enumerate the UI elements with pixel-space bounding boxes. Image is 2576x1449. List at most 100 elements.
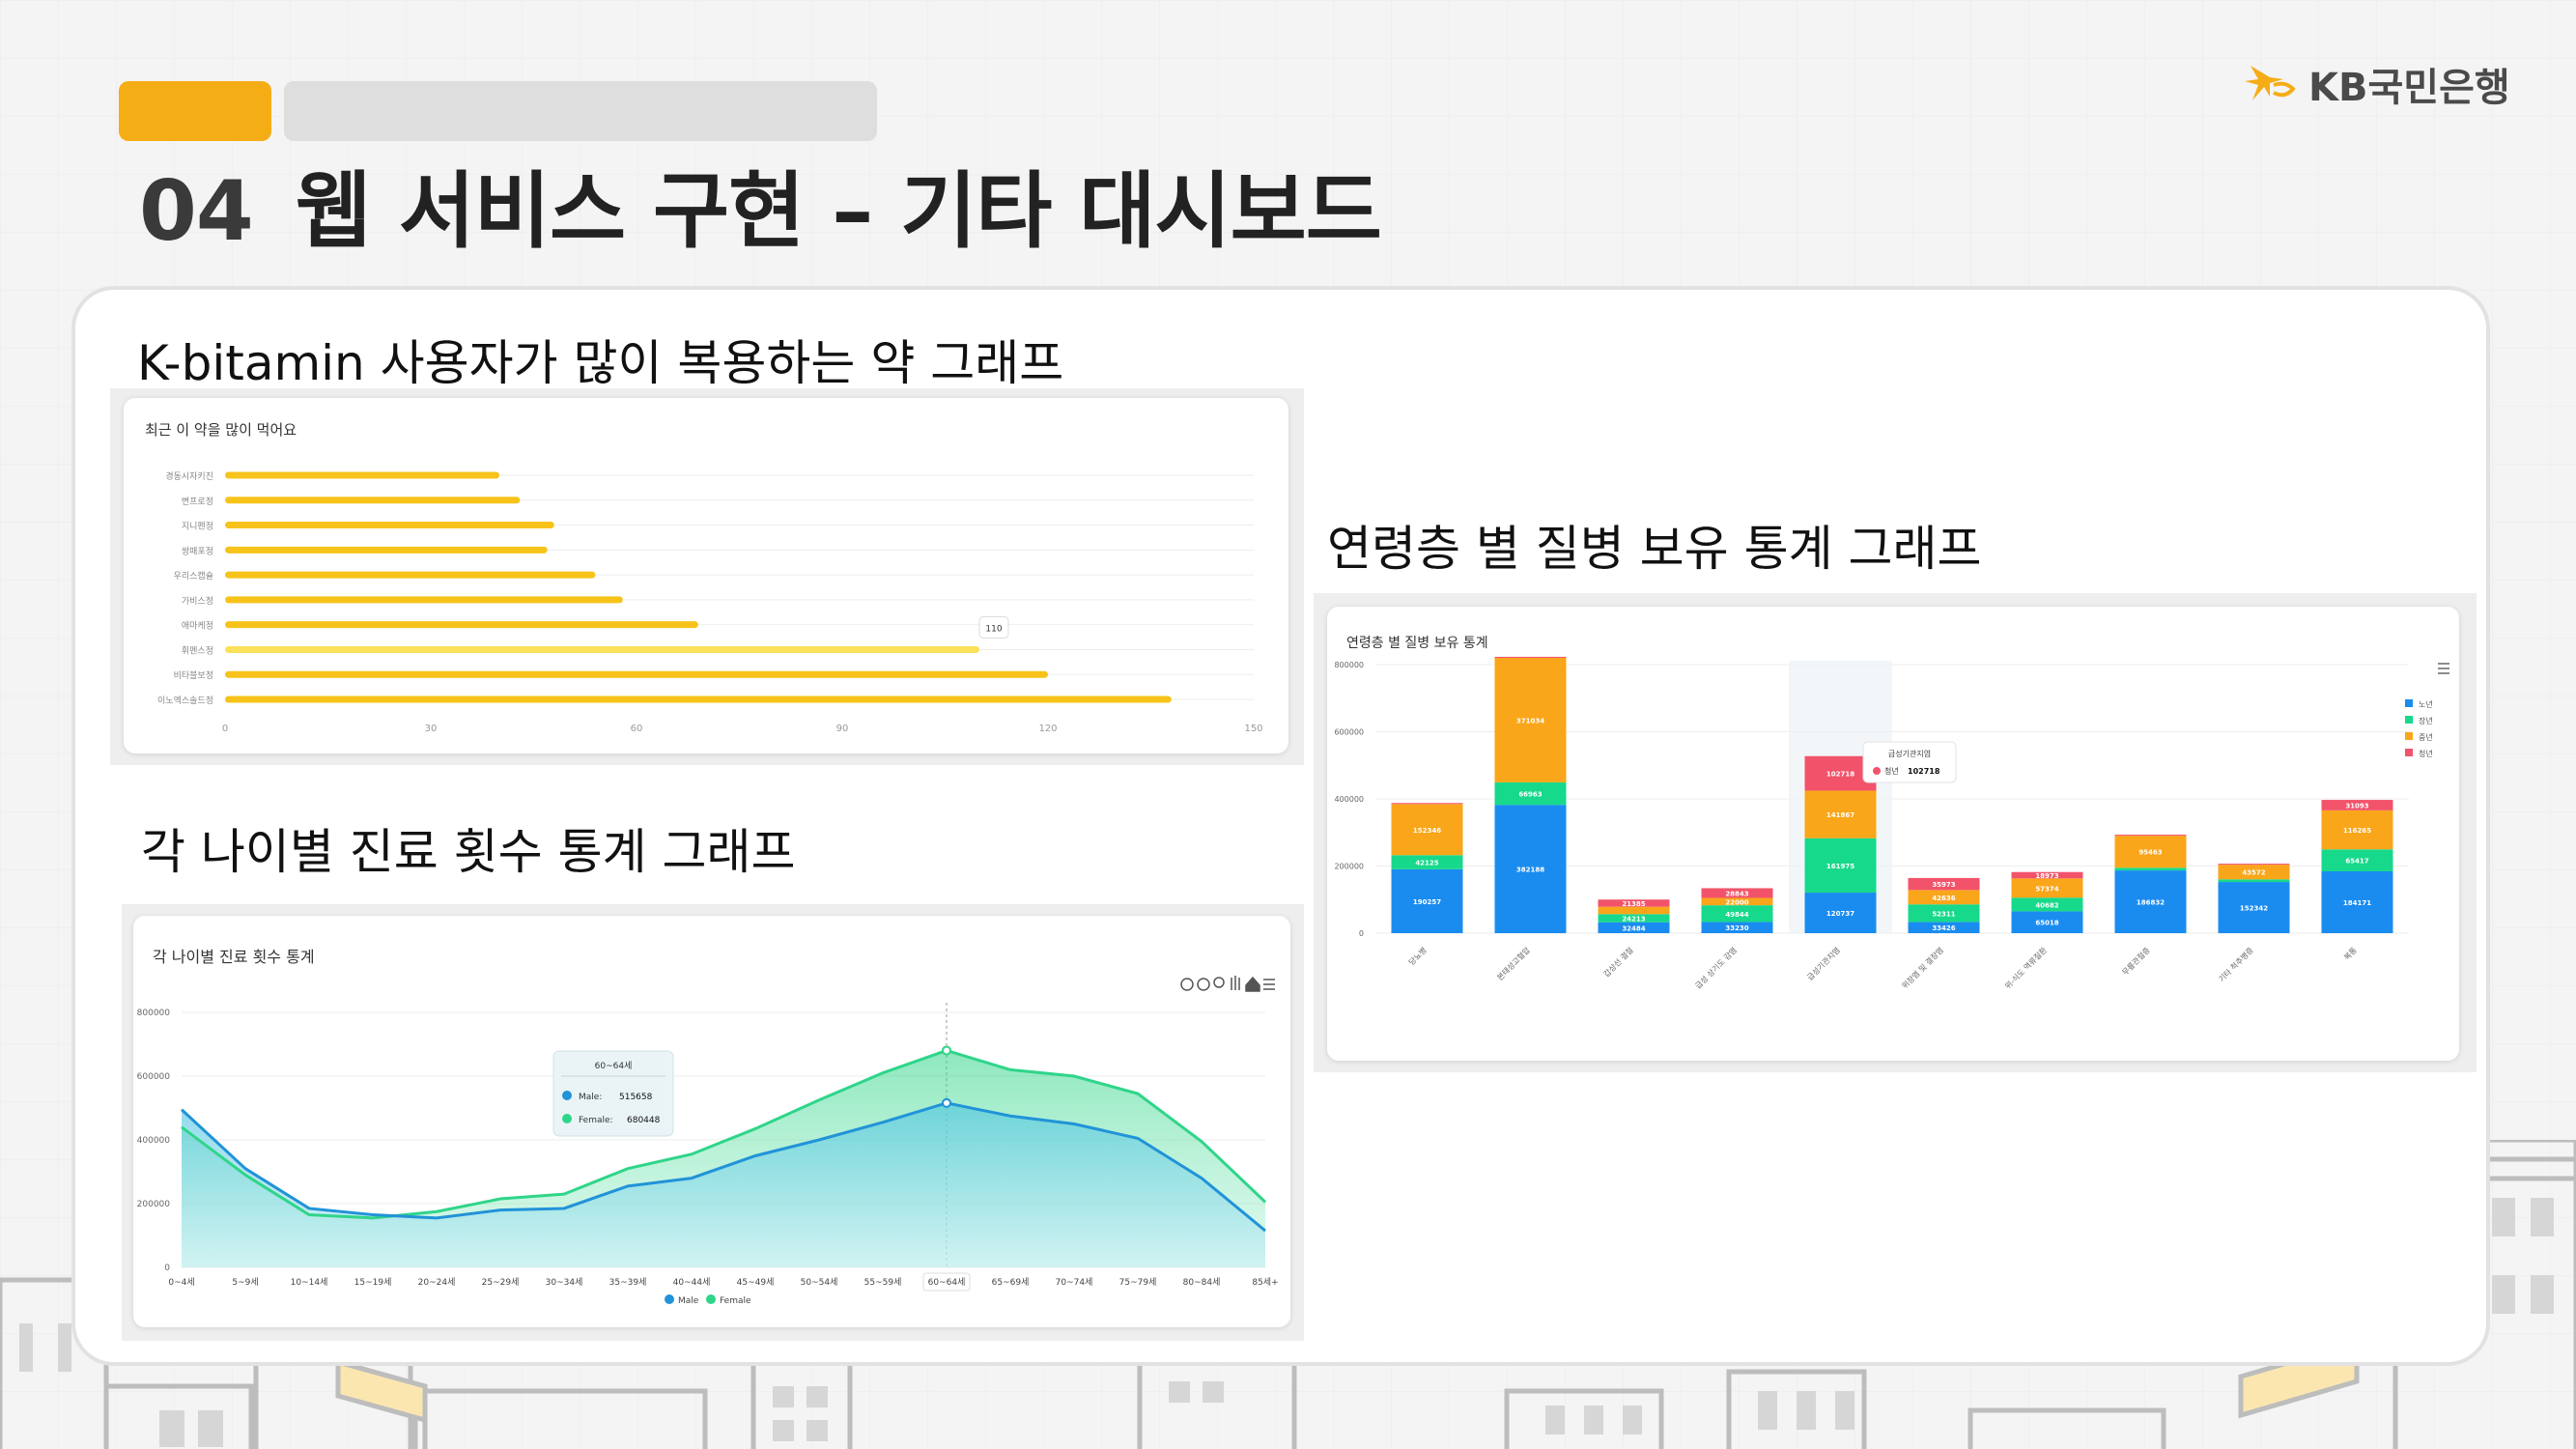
legend-marker [2405,749,2413,756]
stacked-bar-segment [1598,906,1670,915]
drug-tooltip-value: 110 [985,624,1002,634]
bar-data-label: 43572 [2242,869,2265,877]
x-tick-label: 60~64세 [928,1277,966,1288]
chart-toolbox[interactable] [1180,976,1275,992]
stacked-bar-segment [1804,790,1877,838]
stacked-bar-segment [1908,922,1980,933]
stacked-bar-segment [1908,904,1980,923]
bar-data-label: 152342 [2240,905,2268,913]
stacked-bar-segment [2321,871,2393,933]
legend-label: 노년 [2419,699,2433,709]
stacked-bar-segment [2321,849,2393,872]
legend-label: 장년 [2419,716,2433,725]
disease-chart-card: 연령층 별 질병 보유 통계 0 200000 400000 600000 800000… [1327,607,2459,1061]
x-category-label: 복통 [2342,946,2359,962]
y-tick-label: 600000 [137,1072,171,1082]
stacked-bar-segment [1494,656,1567,658]
stacked-bar-segment [1391,803,1463,805]
x-category-label: 기타 척추병증 [2218,946,2255,983]
bar-data-label: 52311 [1932,910,1955,918]
drug-tooltip [978,615,1009,639]
menu-icon[interactable] [1263,979,1275,990]
bar-data-label: 190257 [1413,898,1441,906]
stacked-bar-segment [1598,922,1670,933]
drug-bar [225,621,698,629]
y-category-label: 비타블보정 [174,670,213,681]
legend-marker [2405,699,2413,707]
y-category-label: 가비스정 [182,596,213,607]
tooltip-female-value: 680448 [627,1116,661,1125]
drug-bar [225,497,521,504]
stacked-bar-segment [1701,922,1773,933]
y-category-label: 애마케정 [182,621,213,632]
disease-tooltip [1862,741,1957,783]
stacked-bar-segment [1701,888,1773,898]
disease-chart-header: 연령층 별 질병 보유 통계 [1346,636,1488,651]
tooltip-series-name: 청년 [1884,766,1899,776]
slide-title: 04 웹 서비스 구현 – 기타 대시보드 [139,143,1382,264]
drug-bar-chart: 최근 이 약을 많이 먹어요 0 30 60 90 120 150 경동시자키진변프로정지니… [145,421,1263,734]
stacked-bar-segment [2218,879,2290,883]
bar-data-label: 141867 [1826,811,1854,819]
bar-data-label: 95463 [2138,849,2162,857]
drug-bar [225,571,596,579]
stacked-bar-segment [2011,911,2083,933]
male-area [182,1102,1265,1267]
tooltip-male-marker [562,1091,572,1100]
tooltip-category: 급성기관지염 [1888,749,1931,758]
zoom-in-icon[interactable] [1180,978,1194,991]
x-tick-label: 80~84세 [1183,1277,1221,1288]
drug-bar [225,471,499,479]
tooltip-category: 60~64세 [595,1061,633,1071]
x-category-label: 무릎관절증 [2120,945,2152,977]
bar-data-label: 152346 [1413,827,1441,835]
age-chart-card: 각 나이별 진료 횟수 통계 0 200000 400000 600000 800000… [133,916,1290,1327]
kb-star-icon [2245,66,2296,100]
home-icon[interactable] [1245,976,1260,992]
stacked-bar-segment [2321,810,2393,850]
bar-data-label: 184171 [2343,899,2371,907]
x-tick-label: 40~44세 [673,1277,711,1288]
legend-female-label: Female [720,1296,751,1306]
x-tick-label: 5~9세 [232,1277,258,1288]
age-chart-header: 각 나이별 진료 횟수 통계 [153,948,315,966]
bar-data-label: 65018 [2035,920,2058,927]
x-tick-label: 50~54세 [801,1277,838,1288]
female-point [942,1045,951,1056]
stacked-bar-segment [2321,800,2393,810]
magnify-icon[interactable] [1213,977,1225,988]
x-tick-label: 150 [1244,724,1262,734]
x-category-label: 급성기관지염 [1805,945,1842,981]
stacked-bar-segment [1804,893,1877,933]
chart-menu-icon[interactable] [2438,663,2449,674]
stacked-bar-segment [2218,882,2290,933]
kb-logo: KB국민은행 [2241,56,2510,112]
x-tick-label: 85세+ [1252,1277,1278,1288]
stacked-bar-segment [2011,878,2083,898]
stacked-bar-segment [2114,870,2187,933]
drug-bar [225,645,979,653]
zoom-out-icon[interactable] [1197,978,1210,991]
age-tooltip [552,1050,674,1137]
stacked-bar-segment [2218,864,2290,866]
legend-label: 청년 [2419,749,2433,758]
y-category-label: 이노엑스솔드정 [157,695,213,706]
x-tick-label: 25~29세 [482,1277,520,1288]
bar-data-label: 24213 [1622,916,1645,923]
bar-data-label: 40682 [2035,901,2058,909]
pan-hand-icon[interactable] [1231,976,1240,990]
bar-data-label: 116265 [2343,827,2371,835]
tooltip-value: 102718 [1908,767,1940,776]
tooltip-male-label: Male: [579,1093,602,1102]
y-category-label: 경동시자키진 [165,470,213,482]
x-tick-label: 30 [425,724,438,734]
y-category-label: 지니펜정 [182,522,213,532]
x-tick-label: 60 [631,724,643,734]
x-tick-label: 120 [1038,724,1057,734]
bar-data-label: 28843 [1725,890,1748,897]
bar-data-label: 66963 [1518,791,1542,799]
stacked-bar-segment [2114,835,2187,837]
bar-data-label: 382188 [1516,867,1544,874]
stacked-bar-segment [1908,877,1980,891]
legend-marker [2405,732,2413,740]
